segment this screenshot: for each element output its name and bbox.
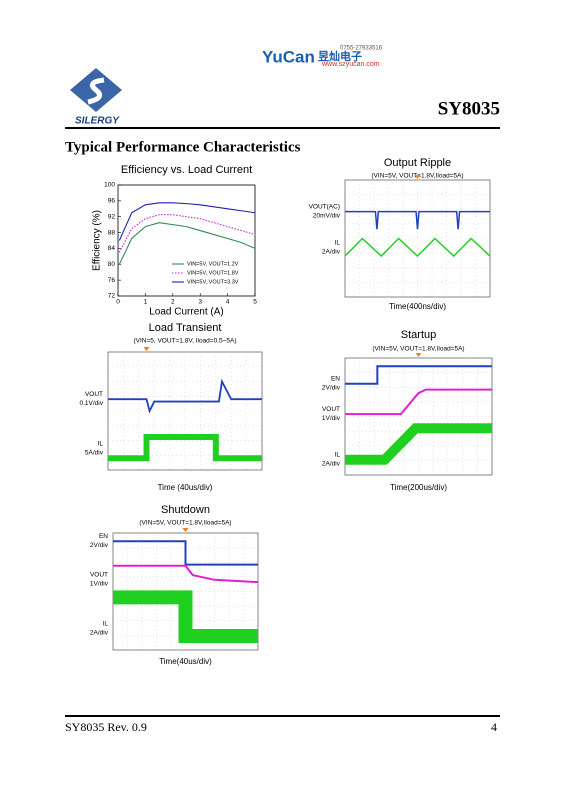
channel-scale: 2V/div [322,384,341,391]
footer-text: SY8035 Rev. 0.9 [65,720,147,734]
company-logo-s [87,77,105,105]
waveform [113,590,258,643]
y-axis-label: Efficiency (%) [92,210,103,271]
waveform [108,433,262,462]
channel-scale: 2A/div [90,630,109,637]
waveform [345,210,490,230]
x-axis-label: Load Current (A) [149,307,223,318]
y-tick-label: 80 [108,261,116,268]
trigger-marker [414,175,421,179]
channel-name: IL [103,621,109,628]
y-tick-label: 84 [108,245,116,252]
waveform [345,423,492,465]
scope-caption: Time(200us/div) [390,483,447,492]
scope-caption: Time(400ns/div) [389,302,446,311]
scope-subtitle: (VIN=5V, VOUT=1.8V,Iload=5A) [139,520,231,527]
channel-name: IL [98,440,104,447]
channel-name: IL [335,452,341,459]
x-tick-label: 0 [116,299,120,306]
x-tick-label: 5 [253,299,257,306]
waveform [344,237,491,258]
channel-name: VOUT(AC) [309,203,340,210]
scope-caption: Time(40us/div) [159,657,212,666]
channel-scale: 1V/div [322,415,341,422]
company-name: SILERGY [75,116,120,127]
brand-cn: 昱灿电子 [318,49,362,63]
channel-name: VOUT [90,572,108,579]
chart-title: Efficiency vs. Load Current [121,164,252,176]
brand-url: www.szyucan.com [321,61,380,68]
channel-scale: 0.1V/div [80,400,104,407]
scope-subtitle: (VIN=5, VOUT=1.8V, Iload=0.5~5A) [133,338,236,345]
part-number: SY8035 [438,98,500,119]
waveform [113,564,259,584]
scope-title: Startup [401,329,436,341]
waveform [108,378,262,414]
trigger-marker [415,353,422,357]
trigger-marker [182,528,189,532]
y-tick-label: 72 [108,293,116,300]
y-tick-label: 96 [108,198,116,205]
channel-name: VOUT [85,391,103,398]
scope-title: Load Transient [149,322,222,334]
waveform [113,540,258,566]
scope-subtitle: (VIN=5V, VOUT=1.8V,Iload=5A) [372,346,464,353]
y-tick-label: 76 [108,277,116,284]
page-number: 4 [491,720,497,734]
legend-label: VIN=5V, VOUT=3.3V [187,279,239,285]
efficiency-line [118,202,256,241]
channel-name: VOUT [322,406,340,413]
legend-label: VIN=5V, VOUT=1.2V [187,261,239,267]
scope-title: Output Ripple [384,157,451,169]
channel-name: EN [331,375,340,382]
section-title: Typical Performance Characteristics [65,139,301,155]
x-tick-label: 2 [171,299,175,306]
scope-caption: Time (40us/div) [158,483,213,492]
channel-name: IL [335,240,341,247]
efficiency-line [118,222,256,265]
channel-scale: 20mV/div [313,212,341,219]
channel-scale: 2A/div [322,249,341,256]
x-tick-label: 1 [144,299,148,306]
channel-name: EN [99,533,108,540]
efficiency-line [118,214,256,253]
channel-scale: 5A/div [85,449,104,456]
x-tick-label: 3 [198,299,202,306]
x-tick-label: 4 [226,299,230,306]
waveform [345,388,492,416]
plot-frame [117,184,256,297]
brand-logo: YuCan [262,47,315,66]
scope-title: Shutdown [161,504,210,516]
legend-label: VIN=5V, VOUT=1.8V [187,270,239,276]
y-tick-label: 88 [108,229,116,236]
channel-scale: 1V/div [90,581,109,588]
channel-scale: 2A/div [322,461,341,468]
waveform [345,365,492,385]
channel-scale: 2V/div [90,542,109,549]
y-tick-label: 100 [104,182,115,189]
y-tick-label: 92 [108,213,116,220]
trigger-marker [143,347,150,351]
brand-phone: 0755-27933516 [340,46,383,52]
